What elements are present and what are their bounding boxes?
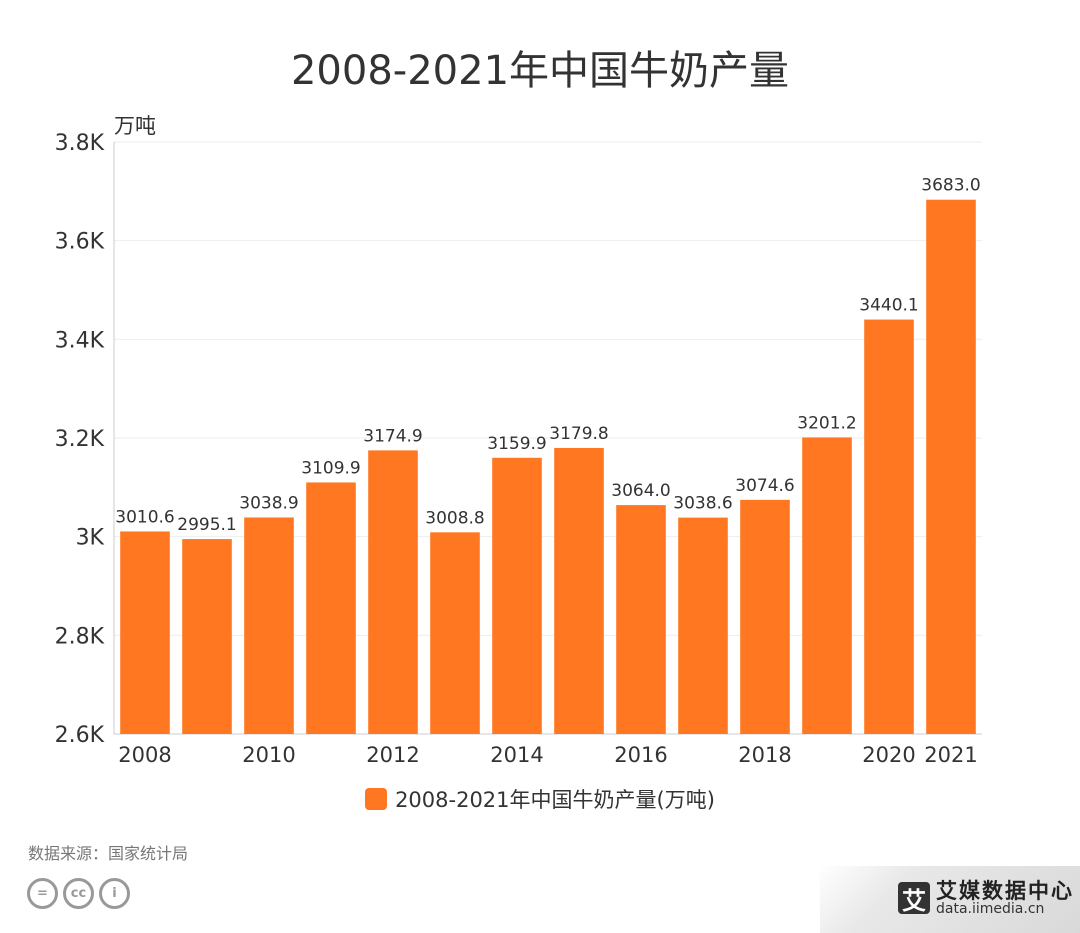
bar-value-label: 3179.8	[549, 424, 608, 444]
bar-value-label: 3010.6	[115, 507, 174, 527]
bar-2008	[120, 531, 170, 734]
data-source: 数据来源：国家统计局	[28, 844, 189, 863]
bar-value-label: 3440.1	[859, 296, 918, 316]
y-tick-label: 3.2K	[55, 427, 105, 452]
y-tick-label: 2.8K	[55, 624, 105, 649]
brand-logo-icon: 艾	[898, 882, 930, 915]
bar-2021	[926, 199, 976, 735]
x-tick-label: 2008	[118, 743, 171, 767]
bar-value-label: 3074.6	[735, 476, 794, 496]
brand-name: 艾媒数据中心	[936, 879, 1074, 903]
bar-2015	[554, 447, 604, 734]
x-tick-label: 2010	[242, 743, 295, 767]
cc-icon: cc	[63, 878, 94, 909]
license-icons: = cc i	[27, 878, 130, 909]
bar-2009	[182, 539, 232, 734]
y-tick-label: 3K	[76, 526, 105, 551]
brand-band	[820, 866, 1080, 933]
bar-value-label: 3038.9	[239, 493, 298, 513]
y-tick-label: 3.4K	[55, 328, 105, 353]
legend-label: 2008-2021年中国牛奶产量(万吨)	[395, 788, 715, 812]
x-tick-label: 2018	[738, 743, 791, 767]
bar-2014	[492, 457, 542, 734]
bar-value-label: 3109.9	[301, 458, 360, 478]
bar-2013	[430, 532, 480, 734]
x-tick-label: 2014	[490, 743, 543, 767]
bar-value-label: 3174.9	[363, 426, 422, 446]
bar-2011	[306, 482, 356, 734]
bar-value-label: 3008.8	[425, 508, 484, 528]
bar-2012	[368, 450, 418, 734]
x-tick-label: 2021	[924, 743, 977, 767]
bar-2016	[616, 505, 666, 734]
legend-swatch	[365, 788, 388, 810]
x-tick-label: 2016	[614, 743, 667, 767]
legend[interactable]: 2008-2021年中国牛奶产量(万吨)	[0, 784, 1080, 814]
y-tick-label: 3.6K	[55, 230, 105, 255]
bar-2018	[740, 499, 790, 734]
brand-watermark: 艾 艾媒数据中心 data.iimedia.cn	[898, 880, 1074, 917]
bar-value-label: 3064.0	[611, 481, 670, 501]
x-tick-label: 2020	[862, 743, 915, 767]
bar-2020	[864, 319, 914, 734]
y-tick-label: 3.8K	[55, 131, 105, 156]
equals-icon: =	[27, 878, 58, 909]
bar-chart: 2.6K 2.8K 3K 3.2K 3.4K 3.6K 3.8K 3010.6 2008 2995…	[55, 131, 982, 767]
person-icon: i	[99, 878, 130, 909]
bar-2010	[244, 517, 294, 734]
y-axis-unit: 万吨	[114, 114, 156, 138]
bar-value-label: 3159.9	[487, 434, 546, 454]
y-tick-label: 2.6K	[55, 723, 105, 748]
bar-2019	[802, 437, 852, 734]
bar-value-label: 3038.6	[673, 494, 732, 514]
bar-2017	[678, 517, 728, 734]
x-tick-label: 2012	[366, 743, 419, 767]
brand-url: data.iimedia.cn	[936, 901, 1045, 918]
chart-title: 2008-2021年中国牛奶产量	[290, 48, 790, 94]
bar-value-label: 3201.2	[797, 413, 856, 433]
bar-value-label: 3683.0	[921, 176, 980, 196]
bar-value-label: 2995.1	[177, 515, 236, 535]
